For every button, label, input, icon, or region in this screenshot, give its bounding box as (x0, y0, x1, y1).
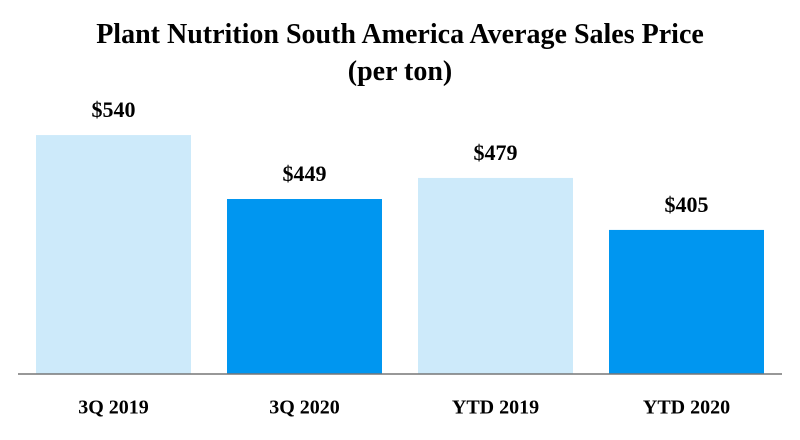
value-label: $449 (283, 161, 327, 186)
value-label: $479 (474, 140, 518, 165)
bar (36, 135, 191, 374)
value-label: $540 (92, 97, 136, 122)
x-tick-label: YTD 2020 (643, 397, 730, 419)
x-tick-label: YTD 2019 (452, 397, 539, 419)
x-tick-label: 3Q 2019 (78, 397, 149, 419)
chart-title: Plant Nutrition South America Average Sa… (96, 19, 704, 87)
value-label: $405 (665, 192, 709, 217)
x-tick-label: 3Q 2020 (269, 397, 340, 419)
bar (227, 199, 382, 374)
bar (418, 177, 573, 374)
bar (609, 229, 764, 374)
